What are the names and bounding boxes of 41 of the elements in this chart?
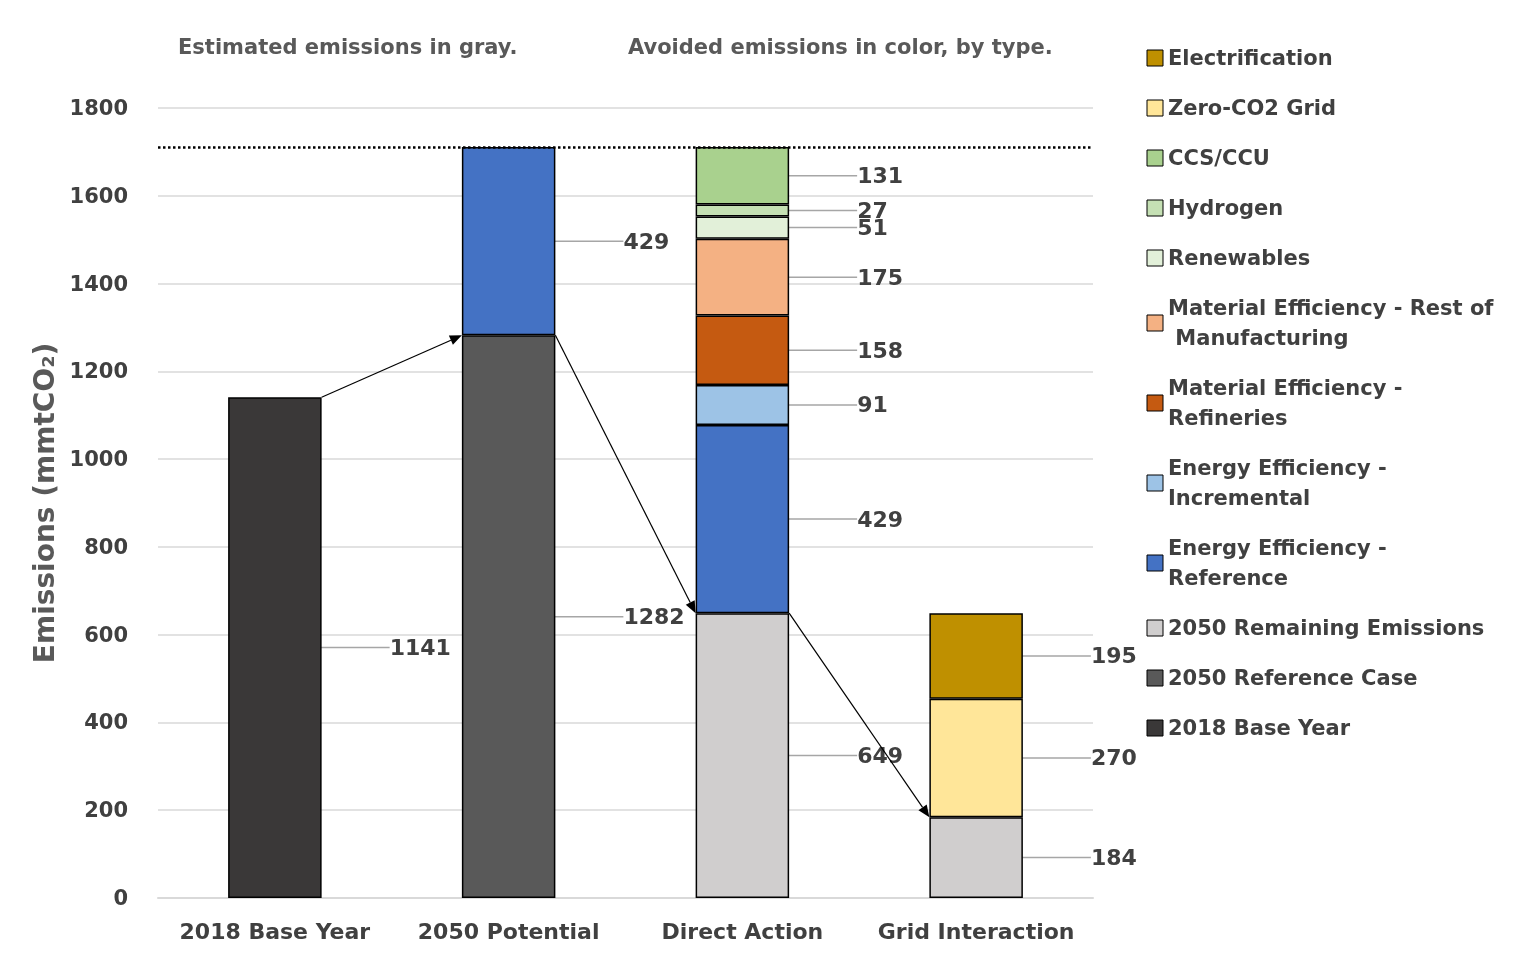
y-tick-label: 1400 (69, 271, 128, 296)
text: Avoided emissions in color, by type. (628, 34, 1053, 59)
legend-label: 2050 Reference Case (1168, 666, 1418, 690)
data-label: 131 (857, 163, 904, 189)
x-tick-label: Direct Action (661, 918, 824, 944)
legend-label: CCS/CCU (1168, 146, 1270, 170)
data-label: 429 (623, 228, 670, 254)
y-tick-label: 800 (84, 534, 128, 559)
x-tick-label: 2018 Base Year (179, 918, 371, 944)
y-tick-label: 1200 (69, 359, 128, 384)
text: Estimated emissions in gray. (178, 34, 518, 59)
legend-label: Material Efficiency - Rest of Manufacturing (1168, 296, 1495, 350)
x-tick-label: Grid Interaction (877, 918, 1075, 944)
bar (228, 397, 322, 898)
data-label: 158 (857, 337, 904, 363)
y-tick-label: 1600 (69, 183, 128, 208)
data-label: 270 (1090, 745, 1137, 771)
x-tick-label: 2050 Potential (417, 918, 600, 944)
legend-label: Hydrogen (1168, 196, 1284, 220)
data-label: 1282 (623, 604, 685, 630)
data-label: 429 (857, 506, 904, 532)
legend-label: Renewables (1168, 246, 1311, 270)
legend-label: 2050 Remaining Emissions (1168, 616, 1485, 640)
y-tick-label: 0 (113, 886, 128, 910)
data-label: 175 (857, 264, 904, 290)
legend-label: Energy Efficiency - Incremental (1168, 456, 1395, 510)
y-tick-label: 400 (84, 710, 128, 735)
legend-label: Energy Efficiency - Reference (1168, 536, 1395, 590)
legend-label: 2018 Base Year (1168, 716, 1351, 740)
y-tick-label: 1800 (69, 96, 128, 120)
legend-label: Zero-CO2 Grid (1168, 96, 1336, 120)
data-label: 184 (1090, 845, 1137, 871)
legend-label: Electrification (1168, 46, 1333, 70)
legend-label: Material Efficiency - Refineries (1168, 376, 1410, 430)
y-tick-label: 1000 (69, 447, 128, 472)
y-tick-label: 600 (84, 622, 128, 647)
y-axis-title: Emissions (mmtCO₂) (28, 342, 62, 664)
data-label: 195 (1090, 643, 1137, 669)
data-label: 91 (857, 392, 888, 418)
data-label: 1141 (389, 635, 451, 661)
y-tick-label: 200 (84, 798, 128, 823)
